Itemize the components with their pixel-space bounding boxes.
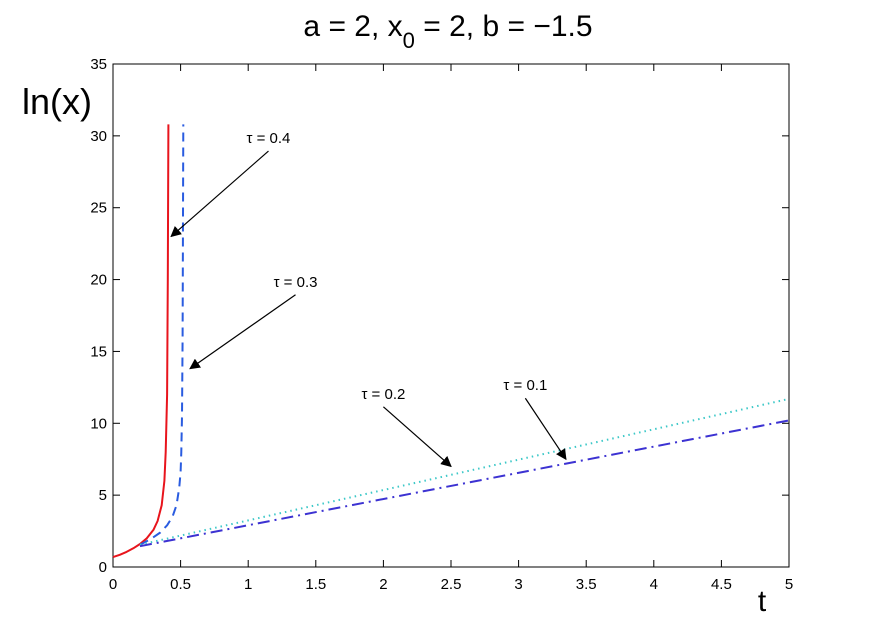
series-line-dotted bbox=[139, 397, 790, 546]
axis-ticks: 0 0.5 1 1.5 2 2.5 3 3.5 4 4.5 5 0 5 10 15 20 25 30 35 bbox=[90, 56, 793, 593]
annotation-group: τ = 0.4 τ = 0.3 τ = 0.2 τ = 0.1 bbox=[170, 130, 567, 468]
chart-title: a = 2, x0 = 2, b = −1.5 bbox=[303, 10, 592, 53]
annotation-arrow bbox=[189, 294, 296, 370]
x-tick-label: 2 bbox=[379, 576, 387, 593]
plot-area bbox=[112, 63, 790, 568]
x-tick-label: 4 bbox=[650, 576, 658, 593]
title-subscript: 0 bbox=[403, 28, 415, 53]
annotation-label: τ = 0.4 bbox=[247, 130, 291, 147]
annotation-label: τ = 0.2 bbox=[361, 386, 405, 403]
y-tick-label: 10 bbox=[90, 415, 107, 432]
series-line-dashdot bbox=[139, 419, 790, 548]
x-tick-label: 3.5 bbox=[576, 576, 597, 593]
x-tick-label: 5 bbox=[785, 576, 793, 593]
x-tick-label: 4.5 bbox=[711, 576, 732, 593]
x-tick-label: 2.5 bbox=[441, 576, 462, 593]
y-tick-label: 30 bbox=[90, 128, 107, 145]
series-group bbox=[112, 124, 790, 559]
x-tick-label: 0.5 bbox=[170, 576, 191, 593]
y-tick-label: 35 bbox=[90, 56, 107, 73]
title-suffix: = 2, b = −1.5 bbox=[415, 10, 593, 43]
series-line-dashed bbox=[139, 124, 185, 546]
x-tick-label: 3 bbox=[514, 576, 522, 593]
y-tick-label: 0 bbox=[99, 559, 107, 576]
x-tick-label: 0 bbox=[109, 576, 117, 593]
y-axis-label: ln(x) bbox=[22, 81, 92, 122]
annotation-label: τ = 0.1 bbox=[503, 377, 547, 394]
x-tick-label: 1 bbox=[244, 576, 252, 593]
title-prefix: a = 2, x bbox=[303, 10, 402, 43]
annotation-arrow bbox=[170, 150, 269, 238]
annotation-arrow bbox=[383, 406, 452, 468]
y-tick-label: 25 bbox=[90, 200, 107, 217]
y-tick-label: 5 bbox=[99, 487, 107, 504]
series-line-solid bbox=[112, 124, 170, 559]
annotation-arrow bbox=[524, 397, 567, 461]
x-axis-label: t bbox=[758, 585, 767, 618]
y-tick-label: 20 bbox=[90, 272, 107, 289]
y-tick-label: 15 bbox=[90, 343, 107, 360]
annotation-label: τ = 0.3 bbox=[274, 274, 318, 291]
x-tick-label: 1.5 bbox=[305, 576, 326, 593]
